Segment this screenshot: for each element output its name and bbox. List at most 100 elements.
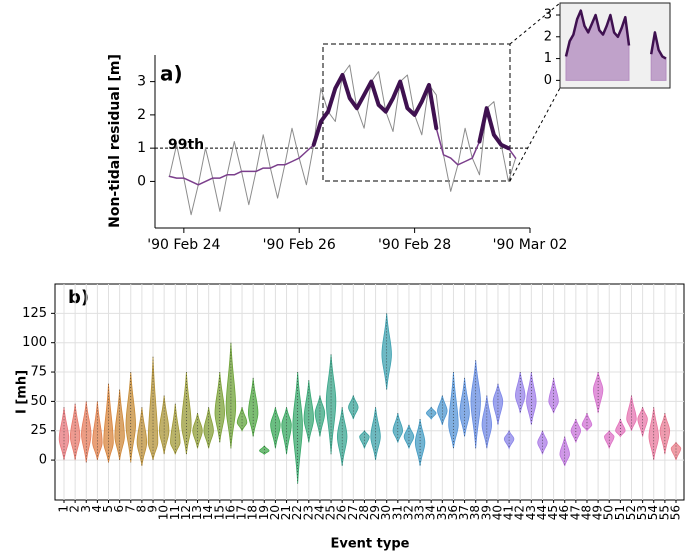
x-tick-label: 32 [401, 505, 415, 520]
x-tick-label: 20 [268, 505, 282, 520]
x-tick-label: 46 [557, 505, 571, 520]
x-tick-label: 38 [468, 505, 482, 520]
violin [114, 389, 125, 461]
x-tick-label: 8 [134, 505, 148, 513]
x-tick-label: 16 [223, 505, 237, 520]
x-tick-label: 47 [568, 505, 582, 520]
violin [437, 395, 448, 425]
violin [314, 395, 326, 437]
violin [359, 429, 370, 449]
x-tick-label: 12 [179, 505, 193, 520]
violin [281, 407, 292, 455]
x-tick-label: 18 [246, 505, 260, 520]
violin [292, 372, 303, 484]
x-tick-label: 52 [624, 505, 638, 520]
violin [158, 395, 170, 455]
violin [181, 372, 192, 455]
line-series [168, 64, 517, 216]
violin [270, 407, 281, 449]
zoom-connector [509, 2, 561, 45]
violin [303, 380, 315, 443]
y-tick-label: 3 [137, 74, 146, 90]
x-tick-label: 35 [435, 505, 449, 520]
violin [69, 403, 81, 461]
x-tick-label: '90 Feb 28 [378, 237, 451, 253]
x-tick-label: 27 [346, 505, 360, 520]
violin [459, 377, 470, 437]
x-tick-label: 6 [112, 505, 126, 513]
violin [92, 401, 103, 461]
threshold-label: 99th [168, 137, 204, 153]
x-tick-label: 51 [613, 505, 627, 520]
x-tick-label: 45 [546, 505, 560, 520]
y-tick-label: 50 [30, 394, 47, 409]
x-tick-label: 53 [635, 505, 649, 520]
y-tick-label: 0 [39, 453, 47, 468]
y-axis-label: I [mh] [15, 370, 30, 414]
violin [170, 403, 181, 455]
line-series [311, 73, 511, 151]
y-axis-label: Non-tidal residual [m] [107, 54, 123, 228]
x-tick-label: 26 [335, 505, 349, 520]
x-tick-label: 21 [279, 505, 293, 520]
x-tick-label: 50 [602, 505, 616, 520]
x-tick-label: 15 [212, 505, 226, 520]
x-tick-label: '90 Feb 24 [147, 237, 220, 253]
x-tick-label: 10 [157, 505, 171, 520]
violin [648, 407, 659, 461]
y-tick-label: 100 [22, 335, 47, 350]
inset-line [564, 9, 667, 60]
x-tick-label: 39 [479, 505, 493, 520]
x-tick-label: 4 [90, 505, 104, 513]
x-tick-label: 23 [301, 505, 315, 520]
zoom-connector [509, 87, 561, 182]
violin [203, 407, 214, 449]
violin [626, 395, 637, 431]
inset-y-tick-label: 1 [544, 51, 552, 66]
violin [592, 371, 604, 414]
x-tick-label: 25 [324, 505, 338, 520]
inset-y-tick-label: 0 [544, 73, 552, 88]
x-axis-label: Event type [331, 537, 410, 552]
x-tick-label: 19 [257, 505, 271, 520]
violin [470, 360, 481, 449]
violin [537, 430, 548, 455]
violin [548, 377, 559, 414]
violin [236, 407, 248, 432]
violin [670, 441, 682, 461]
x-tick-label: 54 [646, 505, 660, 520]
x-tick-label: '90 Feb 26 [263, 237, 336, 253]
x-tick-label: 49 [591, 505, 605, 520]
x-tick-label: 28 [357, 505, 371, 520]
violin [481, 395, 493, 449]
violin [615, 418, 626, 438]
panel-label: a) [160, 62, 183, 86]
violin [492, 383, 504, 425]
violin [247, 377, 259, 437]
violin [259, 445, 270, 455]
x-tick-label: 22 [290, 505, 304, 520]
x-tick-label: 36 [446, 505, 460, 520]
x-tick-label: 11 [168, 505, 182, 520]
x-tick-label: 29 [368, 505, 382, 520]
x-tick-label: 40 [490, 505, 504, 520]
violin [526, 372, 537, 425]
x-tick-label: 3 [79, 505, 93, 513]
x-tick-label: 14 [201, 505, 215, 520]
violin [336, 407, 348, 466]
x-tick-label: 30 [379, 505, 393, 520]
violin [425, 406, 437, 420]
violin [370, 407, 381, 461]
x-tick-label: 2 [68, 505, 82, 513]
violin [515, 371, 526, 414]
violin [348, 395, 359, 420]
violin [637, 407, 648, 437]
violin [581, 413, 593, 432]
violin [136, 407, 148, 467]
inset-y-tick-label: 2 [544, 29, 552, 44]
x-tick-label: 33 [413, 505, 427, 520]
violin [448, 372, 459, 449]
panel-label: b) [68, 287, 89, 308]
x-tick-label: 1 [57, 505, 71, 513]
